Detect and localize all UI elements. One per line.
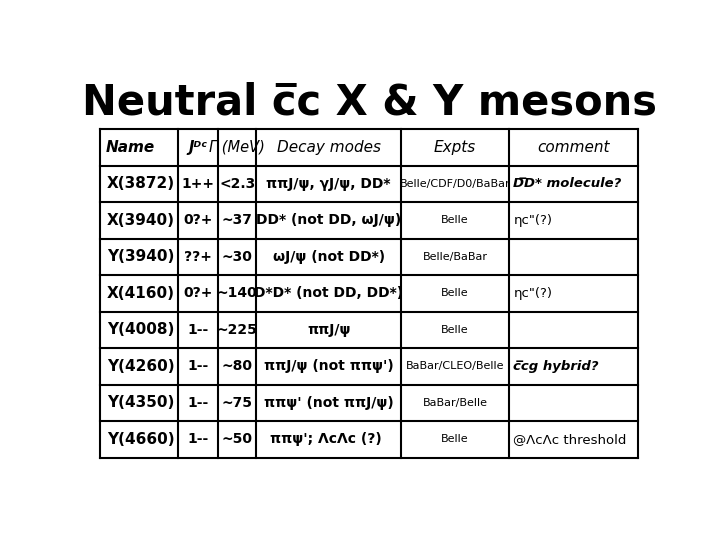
Text: ππψ' (not ππJ/ψ): ππψ' (not ππJ/ψ) [264, 396, 394, 410]
Text: D*D* (not DD, DD*): D*D* (not DD, DD*) [254, 287, 403, 300]
Text: ~80: ~80 [222, 360, 253, 374]
Text: X(4160): X(4160) [107, 286, 175, 301]
Text: ηc"(?): ηc"(?) [513, 214, 552, 227]
Text: BaBar/Belle: BaBar/Belle [423, 398, 487, 408]
Text: ~140: ~140 [217, 287, 258, 300]
Text: Y(4008): Y(4008) [107, 322, 174, 338]
Text: c̅̅cg hybrid?: c̅̅cg hybrid? [513, 360, 599, 373]
Text: ωJ/ψ (not DD*): ωJ/ψ (not DD*) [273, 250, 384, 264]
Text: BaBar/CLEO/Belle: BaBar/CLEO/Belle [406, 361, 504, 372]
Text: ~37: ~37 [222, 213, 253, 227]
Text: X(3872): X(3872) [107, 177, 175, 192]
Text: D̅D* molecule?: D̅D* molecule? [513, 178, 621, 191]
Text: Y(4260): Y(4260) [107, 359, 174, 374]
Text: X(3940): X(3940) [107, 213, 175, 228]
Text: 1--: 1-- [188, 360, 209, 374]
Text: ~225: ~225 [217, 323, 258, 337]
Text: 0?+: 0?+ [184, 213, 213, 227]
Text: ηc"(?): ηc"(?) [513, 287, 552, 300]
Text: ππJ/ψ (not ππψ'): ππJ/ψ (not ππψ') [264, 360, 394, 374]
Text: Y(3940): Y(3940) [107, 249, 174, 265]
Text: Neutral c̅c X & Y mesons: Neutral c̅c X & Y mesons [81, 82, 657, 124]
Text: ππψ'; ΛcΛc (?): ππψ'; ΛcΛc (?) [270, 433, 387, 447]
Text: ~75: ~75 [222, 396, 253, 410]
Text: Belle/CDF/D0/BaBar: Belle/CDF/D0/BaBar [400, 179, 510, 189]
Text: Belle: Belle [441, 215, 469, 226]
Text: Belle/BaBar: Belle/BaBar [423, 252, 487, 262]
Text: 0?+: 0?+ [184, 287, 213, 300]
Text: ~50: ~50 [222, 433, 253, 447]
Text: DD* (not DD, ωJ/ψ): DD* (not DD, ωJ/ψ) [256, 213, 401, 227]
Text: <2.3: <2.3 [219, 177, 256, 191]
Text: comment: comment [537, 140, 610, 155]
Text: @ΛcΛc threshold: @ΛcΛc threshold [513, 433, 626, 446]
Text: Name: Name [106, 140, 155, 155]
Text: Belle: Belle [441, 325, 469, 335]
Text: ππJ/ψ: ππJ/ψ [307, 323, 351, 337]
Text: Belle: Belle [441, 435, 469, 444]
Text: Y(4350): Y(4350) [107, 395, 174, 410]
Text: Decay modes: Decay modes [276, 140, 381, 155]
Text: Expts: Expts [434, 140, 476, 155]
Text: 1--: 1-- [188, 433, 209, 447]
Text: Belle: Belle [441, 288, 469, 299]
Text: 1--: 1-- [188, 396, 209, 410]
Text: ??+: ??+ [184, 250, 212, 264]
Text: Jᴰᶜ: Jᴰᶜ [189, 140, 208, 155]
Text: Γ (MeV): Γ (MeV) [210, 140, 265, 155]
Text: ππJ/ψ, γJ/ψ, DD*: ππJ/ψ, γJ/ψ, DD* [266, 177, 391, 191]
Text: Y(4660): Y(4660) [107, 432, 174, 447]
Text: 1--: 1-- [188, 323, 209, 337]
Text: ~30: ~30 [222, 250, 253, 264]
Text: 1++: 1++ [181, 177, 215, 191]
